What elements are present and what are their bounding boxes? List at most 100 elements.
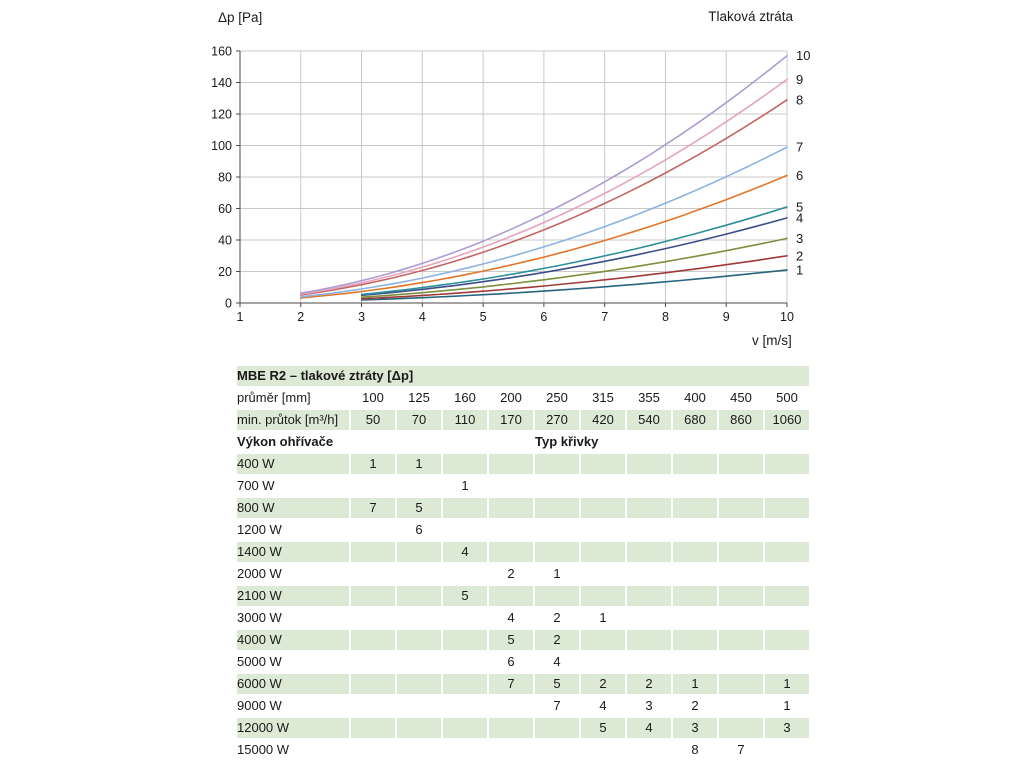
- table-cell: [535, 718, 579, 738]
- table-cell: 2: [507, 566, 515, 581]
- table-cell: 4: [443, 542, 487, 562]
- row-label: 700 W: [237, 478, 275, 493]
- table-cell: [627, 498, 671, 518]
- table-cell: [627, 432, 671, 452]
- table-cell: 8: [691, 742, 699, 757]
- table-cell: [719, 454, 763, 474]
- table-cell: [673, 432, 717, 452]
- table-cell: 3: [673, 718, 717, 738]
- table-cell: [351, 740, 395, 760]
- table-cell: [673, 608, 717, 628]
- table-cell: [581, 454, 625, 474]
- table-cell: 270: [535, 410, 579, 430]
- table-cell: [443, 740, 487, 760]
- curve-2: [360, 255, 788, 300]
- row-label: 5000 W: [237, 654, 282, 669]
- table-cell: [765, 432, 809, 452]
- x-tick-label: 1: [237, 310, 244, 324]
- table-cell: [765, 608, 809, 628]
- table-cell: [489, 542, 533, 562]
- table-cell: 125: [408, 390, 430, 405]
- table-cell: 420: [581, 410, 625, 430]
- curve-7: [300, 146, 788, 298]
- table-cell: [535, 586, 579, 606]
- table-cell: [765, 652, 809, 672]
- table-cell: [489, 740, 533, 760]
- table-cell: [535, 520, 579, 540]
- table-cell: [765, 520, 809, 540]
- x-axis-title: v [m/s]: [752, 333, 792, 348]
- table-cell: 1: [783, 698, 791, 713]
- table-cell: [443, 696, 487, 716]
- table-cell: [443, 652, 487, 672]
- table-cell: [719, 718, 763, 738]
- table-row: MBE R2 – tlakové ztráty [Δp]: [237, 366, 809, 386]
- table-row: 3000 W 4 2 1: [237, 608, 809, 628]
- table-cell: 1: [673, 674, 717, 694]
- table-cell: [351, 696, 395, 716]
- section-label-curve-type: Typ křivky: [535, 434, 599, 449]
- table-cell: 250: [546, 390, 568, 405]
- table-cell: [627, 454, 671, 474]
- table-row: 1400 W 4: [237, 542, 809, 562]
- table-cell: [765, 630, 809, 650]
- table-row: 15000 W 8 7: [237, 740, 809, 760]
- table-cell: [397, 432, 441, 452]
- table-cell: 7: [553, 698, 561, 713]
- table-cell: [351, 718, 395, 738]
- table-cell: [351, 652, 395, 672]
- curve-label-5: 5: [796, 199, 803, 214]
- table-cell: [489, 476, 533, 496]
- table-cell: [673, 476, 717, 496]
- table-cell: [351, 586, 395, 606]
- table-cell: [673, 630, 717, 650]
- x-tick-label: 4: [419, 310, 426, 324]
- x-tick-label: 8: [662, 310, 669, 324]
- curve-6: [300, 174, 788, 299]
- table-cell: 4: [599, 698, 607, 713]
- x-tick-label: 10: [780, 310, 794, 324]
- table-cell: 5: [397, 498, 441, 518]
- curve-10: [300, 54, 788, 294]
- table-cell: [351, 476, 395, 496]
- table-cell: [673, 564, 717, 584]
- row-label: 15000 W: [237, 742, 290, 757]
- table-row: 700 W 1: [237, 476, 809, 496]
- table-cell: [535, 454, 579, 474]
- table-cell: [719, 586, 763, 606]
- table-cell: [397, 652, 441, 672]
- row-label: min. průtok [m³/h]: [237, 410, 349, 430]
- table-cell: 1: [553, 566, 561, 581]
- table-cell: [351, 432, 395, 452]
- y-axis-title: Δp [Pa]: [218, 10, 263, 25]
- table-cell: 4: [627, 718, 671, 738]
- table-cell: [443, 454, 487, 474]
- table-cell: 1: [599, 610, 607, 625]
- table-cell: [443, 432, 487, 452]
- y-tick-label: 60: [218, 202, 232, 216]
- table-cell: [443, 718, 487, 738]
- table-cell: [719, 696, 763, 716]
- curve-label-2: 2: [796, 248, 803, 263]
- y-tick-label: 40: [218, 234, 232, 248]
- table-cell: 110: [443, 410, 487, 430]
- row-label: 2000 W: [237, 566, 282, 581]
- y-tick-label: 80: [218, 171, 232, 185]
- section-label-power: Výkon ohřívače: [237, 434, 334, 449]
- pressure-loss-table: MBE R2 – tlakové ztráty [Δp] průměr [mm] 1…: [235, 364, 811, 762]
- table-cell: 3: [645, 698, 653, 713]
- table-cell: [443, 498, 487, 518]
- curve-label-7: 7: [796, 140, 803, 155]
- table-cell: [627, 630, 671, 650]
- curve-3: [360, 237, 788, 298]
- table-cell: [489, 586, 533, 606]
- table-cell: [581, 564, 625, 584]
- table-cell: 4: [553, 654, 561, 669]
- table-cell: [581, 476, 625, 496]
- table-cell: [581, 630, 625, 650]
- table-cell: [627, 608, 671, 628]
- table-cell: 680: [673, 410, 717, 430]
